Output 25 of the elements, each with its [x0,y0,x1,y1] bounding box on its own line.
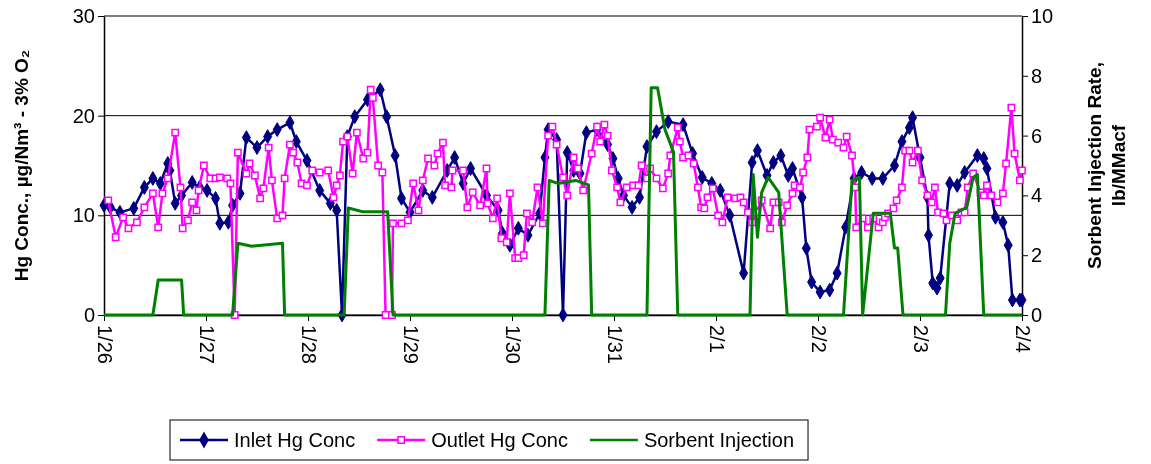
x-tick-label: 1/31 [603,325,626,364]
y2-axis-title: Sorbent Injection Rate, lb/MMacf [1084,62,1129,269]
x-tick-label: 2/3 [909,325,932,353]
y2-tick-label: 10 [1031,4,1054,27]
legend-label: Inlet Hg Conc [234,429,356,451]
x-tick-label: 2/4 [1011,325,1034,353]
y2-tick-label: 0 [1031,303,1043,326]
y2-tick-label: 8 [1031,64,1043,87]
y2-tick-label: 2 [1031,244,1043,267]
x-tick-label: 2/1 [705,325,728,353]
y-tick-label: 0 [83,303,95,326]
x-tick-label: 1/29 [399,325,422,364]
x-tick-label: 1/27 [195,325,218,364]
y-tick-label: 20 [72,104,95,127]
legend-label: Sorbent Injection [643,429,795,451]
legend-label: Outlet Hg Conc [431,429,568,451]
x-tick-label: 1/28 [297,325,320,364]
y-tick-label: 10 [72,204,95,227]
x-tick-label: 1/30 [501,325,524,364]
x-tick-label: 2/2 [807,325,830,353]
y2-tick-label: 6 [1031,124,1043,147]
x-tick-label: 1/26 [93,325,116,364]
y2-tick-label: 4 [1031,184,1043,207]
y-tick-label: 30 [72,4,95,27]
y-axis-title: Hg Conc., µg/Nm³ - 3% O₂ [11,49,32,282]
